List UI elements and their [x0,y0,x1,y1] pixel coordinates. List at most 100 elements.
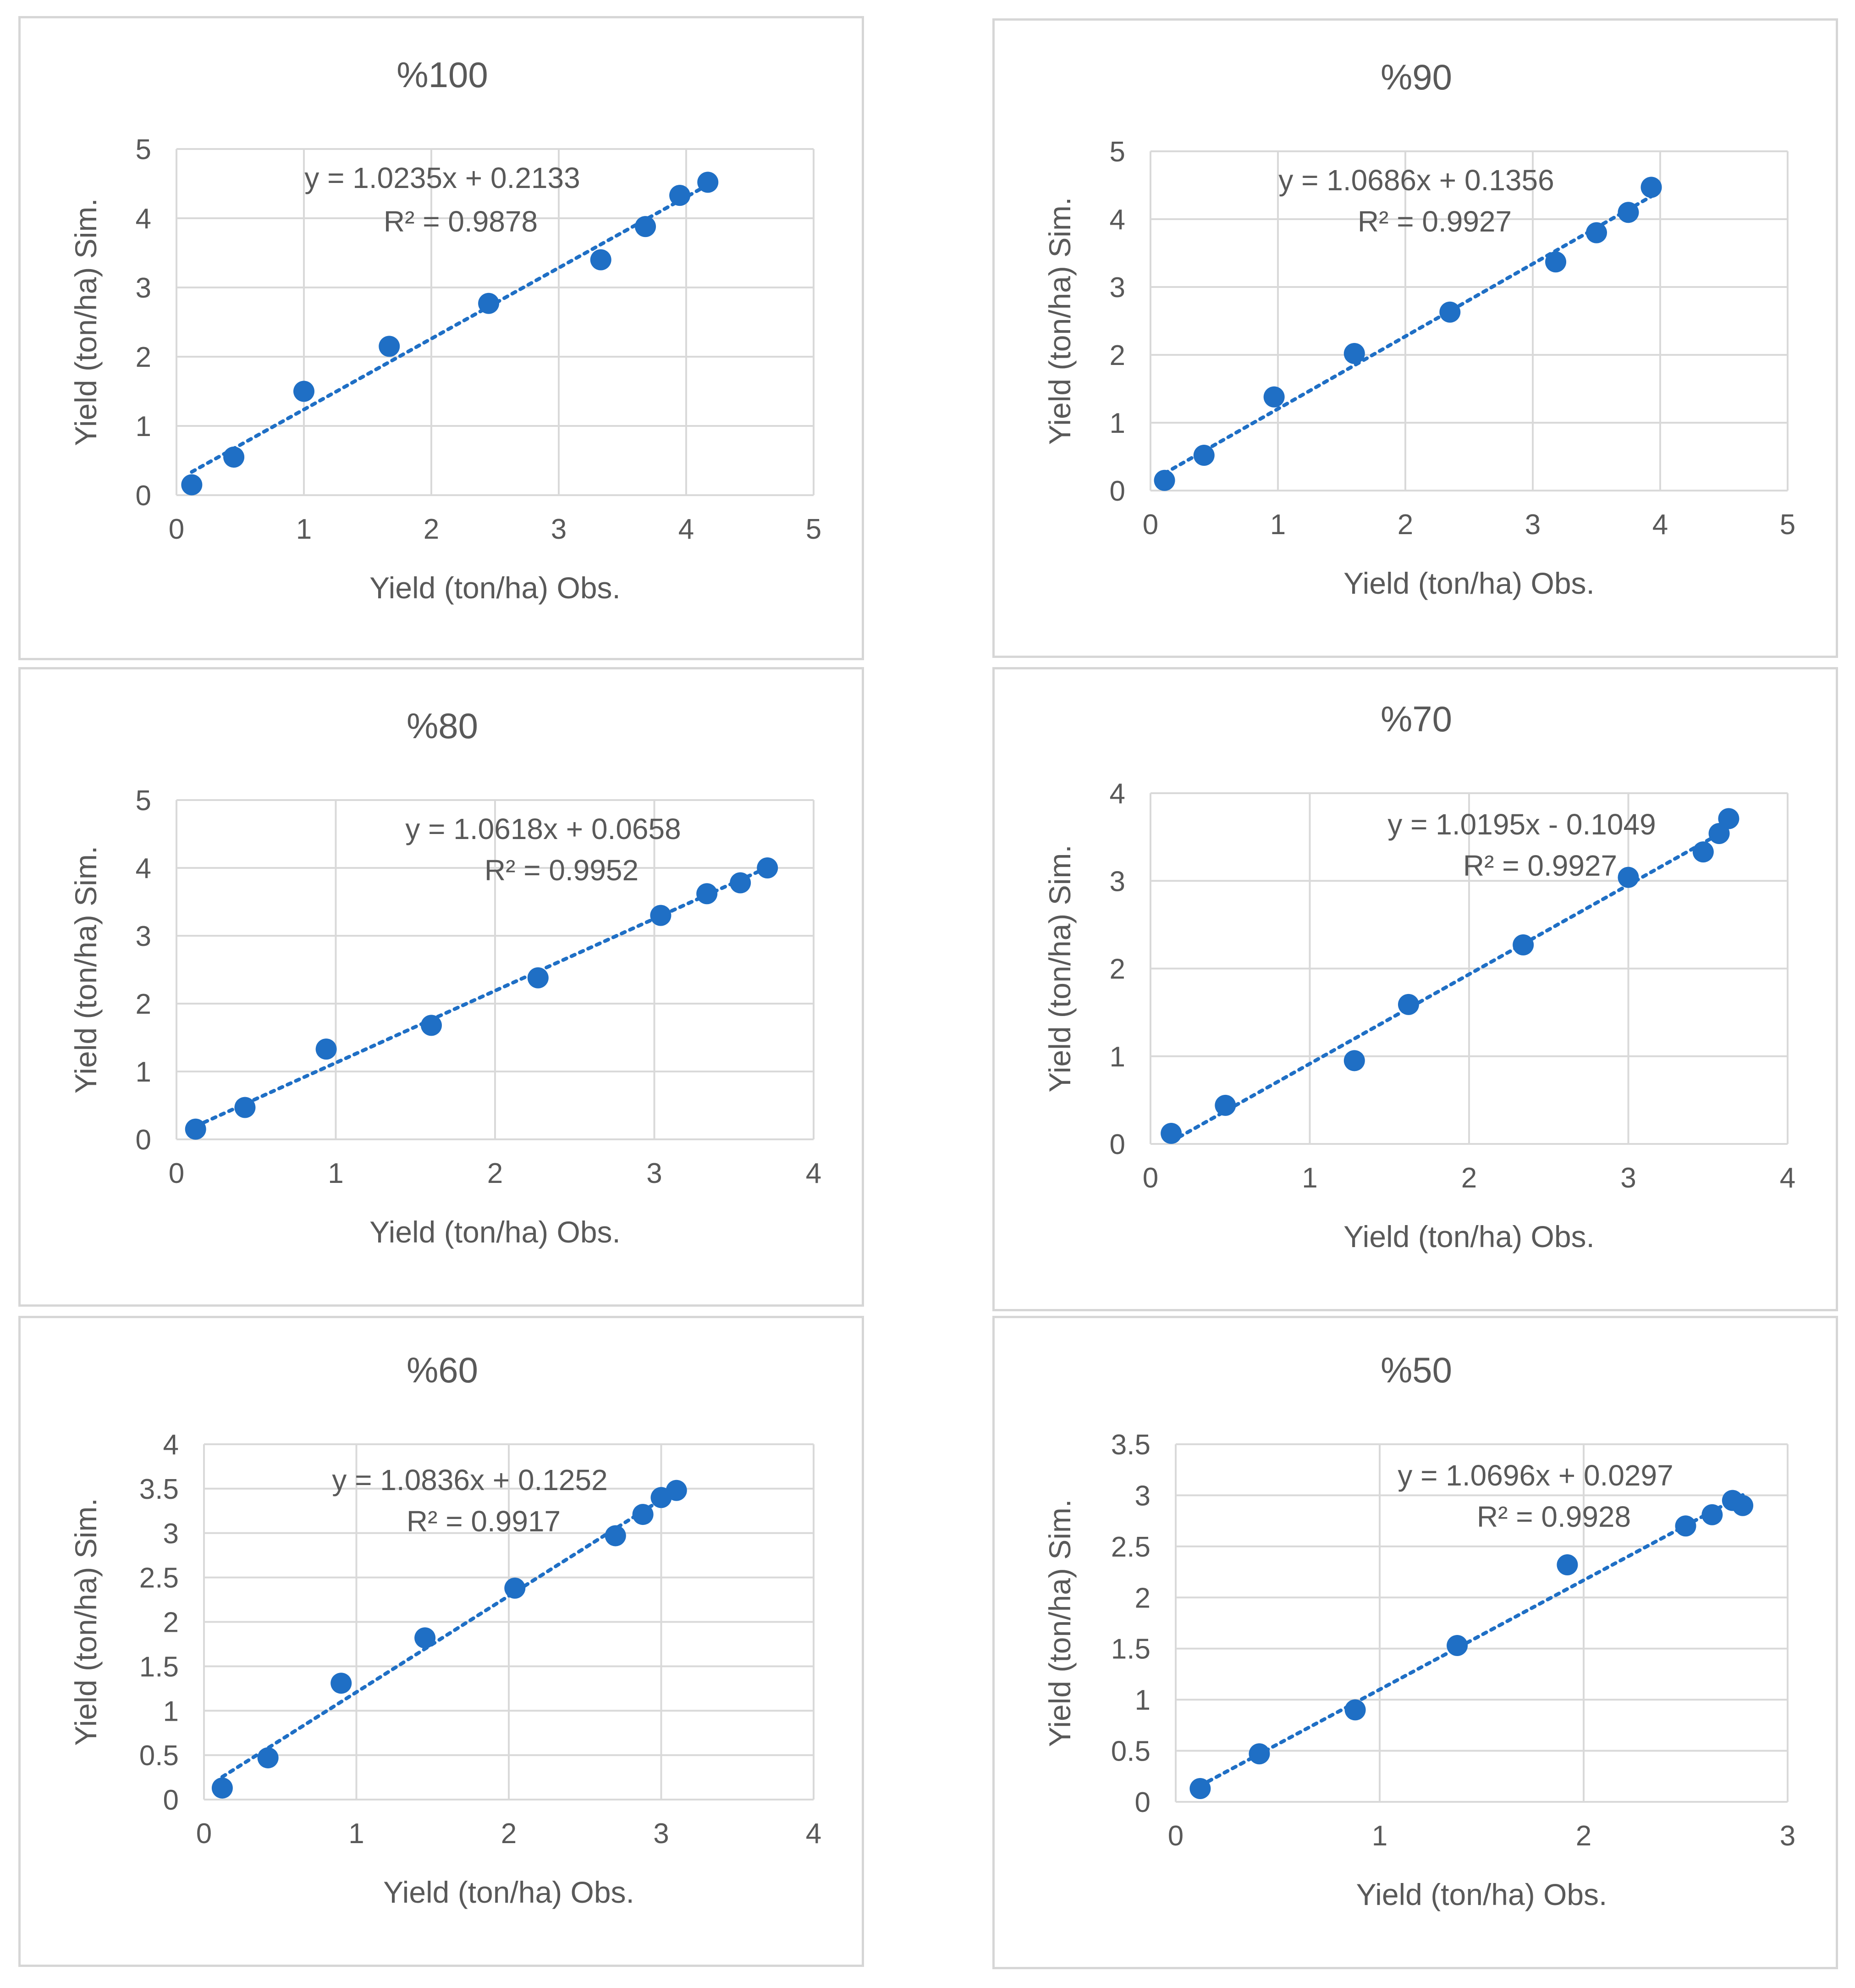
trendline-equation: y = 1.0686x + 0.1356 [1278,164,1554,197]
x-tick-label: 4 [678,514,694,545]
r-squared-label: R² = 0.9927 [1463,849,1617,882]
y-tick-label: 3 [1110,272,1125,304]
y-tick-label: 1 [136,1056,151,1088]
x-tick-label: 3 [653,1818,669,1850]
trendline-equation: y = 1.0618x + 0.0658 [405,812,681,845]
trendline-equation: y = 1.0235x + 0.2133 [304,161,580,194]
trendline-equation: y = 1.0696x + 0.0297 [1398,1459,1673,1492]
data-point [1718,808,1739,829]
data-point [181,474,203,496]
y-tick-label: 3 [163,1518,179,1550]
y-tick-label: 5 [136,785,151,817]
chart-panel-80: %80 0 1 2 3 4 5 0 1 2 3 4 Yield (ton/ha) Obs. Yield (… [18,667,864,1307]
r-squared-label: R² = 0.9928 [1477,1500,1631,1533]
data-point [1249,1743,1270,1765]
data-point [234,1097,256,1118]
chart-panel-60: %60 0 0.5 1 1.5 2 2.5 3 3.5 4 0 1 2 3 4 Yield (ton/ha) … [18,1316,864,1967]
y-tick-label: 1 [1110,408,1125,439]
y-tick-label: 2 [136,988,151,1020]
trendline [193,866,770,1128]
data-point [1618,867,1639,888]
data-point [1398,994,1419,1015]
data-point [478,293,500,314]
y-tick-label: 0.5 [139,1740,179,1772]
x-axis-label: Yield (ton/ha) Obs. [383,1875,634,1909]
x-tick-label: 0 [196,1818,212,1850]
y-tick-label: 3 [136,921,151,952]
chart-90: %90 0 1 2 3 4 5 0 1 2 3 4 5 Yield (ton/ha) Obs. Yield … [1043,57,1795,600]
r-squared-label: R² = 0.9878 [384,205,538,238]
data-point [650,905,672,926]
data-point [1732,1495,1754,1516]
y-axis-label: Yield (ton/ha) Sim. [1043,845,1077,1092]
chart-70: %70 0 1 2 3 4 0 1 2 3 4 Yield (ton/ha) Obs. Yield (t… [1043,699,1795,1254]
x-tick-label: 0 [1143,1162,1158,1194]
x-tick-label: 5 [1780,509,1795,541]
x-axis-label: Yield (ton/ha) Obs. [1356,1878,1607,1911]
data-point [697,171,719,193]
x-tick-label: 0 [169,1158,184,1189]
data-point [1263,386,1285,408]
data-point [605,1525,626,1546]
x-tick-label: 2 [424,514,439,545]
data-point [1154,469,1175,491]
data-point [666,1480,687,1501]
x-tick-label: 4 [806,1818,821,1850]
chart-panel-70: %70 0 1 2 3 4 0 1 2 3 4 Yield (ton/ha) Obs. Yield (t… [992,667,1838,1311]
y-tick-label: 2 [1110,954,1125,985]
data-point [211,1777,233,1799]
y-tick-label: 0 [163,1784,179,1816]
data-point [1161,1123,1182,1144]
x-tick-label: 0 [1168,1820,1183,1852]
y-tick-label: 3 [136,272,151,304]
data-point [1701,1504,1723,1525]
data-point [421,1015,442,1036]
data-point [1586,222,1607,243]
chart-title: %60 [407,1350,478,1390]
data-point [590,249,611,271]
chart-60: %60 0 0.5 1 1.5 2 2.5 3 3.5 4 0 1 2 3 4 Yield (ton/ha) … [69,1350,821,1909]
chart-80: %80 0 1 2 3 4 5 0 1 2 3 4 Yield (ton/ha) Obs. Yield (… [69,706,821,1249]
y-axis-label: Yield (ton/ha) Sim. [1043,197,1077,445]
chart-panel-50: %50 0 0.5 1 1.5 2 2.5 3 3.5 0 1 2 3 Yield (ton/ha) Ob… [992,1316,1838,1969]
chart-title: %70 [1381,699,1452,739]
data-point [1692,841,1714,863]
x-tick-label: 2 [487,1158,503,1189]
data-point [257,1747,279,1768]
trendline [1169,827,1731,1143]
y-tick-label: 4 [1110,204,1125,236]
y-tick-label: 0.5 [1111,1736,1150,1767]
y-tick-label: 3 [1135,1480,1150,1512]
data-point [1189,1778,1211,1800]
r-squared-label: R² = 0.9917 [407,1505,561,1538]
data-point [632,1504,654,1525]
x-tick-label: 2 [501,1818,517,1850]
data-point [315,1038,337,1060]
y-tick-label: 5 [136,134,151,166]
data-point [1439,301,1461,323]
y-tick-label: 0 [136,1124,151,1156]
y-tick-label: 0 [1135,1787,1150,1818]
y-tick-label: 0 [1110,475,1125,507]
data-point [635,216,656,237]
y-tick-label: 1 [136,411,151,442]
x-tick-label: 4 [1780,1162,1795,1194]
x-axis-label: Yield (ton/ha) Obs. [369,571,621,605]
chart-title: %50 [1381,1350,1452,1390]
data-point [1675,1515,1696,1537]
x-tick-label: 3 [551,514,567,545]
x-tick-label: 2 [1461,1162,1477,1194]
chart-title: %90 [1381,57,1452,97]
y-tick-label: 1 [1135,1684,1150,1716]
x-tick-label: 1 [1270,509,1286,541]
y-tick-label: 2.5 [1111,1531,1150,1563]
x-tick-label: 3 [1620,1162,1636,1194]
y-tick-label: 1 [1110,1041,1125,1073]
y-tick-label: 1.5 [139,1651,179,1683]
trendline-equation: y = 1.0195x - 0.1049 [1387,808,1656,841]
y-tick-label: 3.5 [1111,1429,1150,1461]
y-axis-label: Yield (ton/ha) Sim. [69,846,103,1093]
y-tick-label: 5 [1110,136,1125,168]
trendline-equation: y = 1.0836x + 0.1252 [332,1463,607,1497]
data-point [1545,251,1567,273]
